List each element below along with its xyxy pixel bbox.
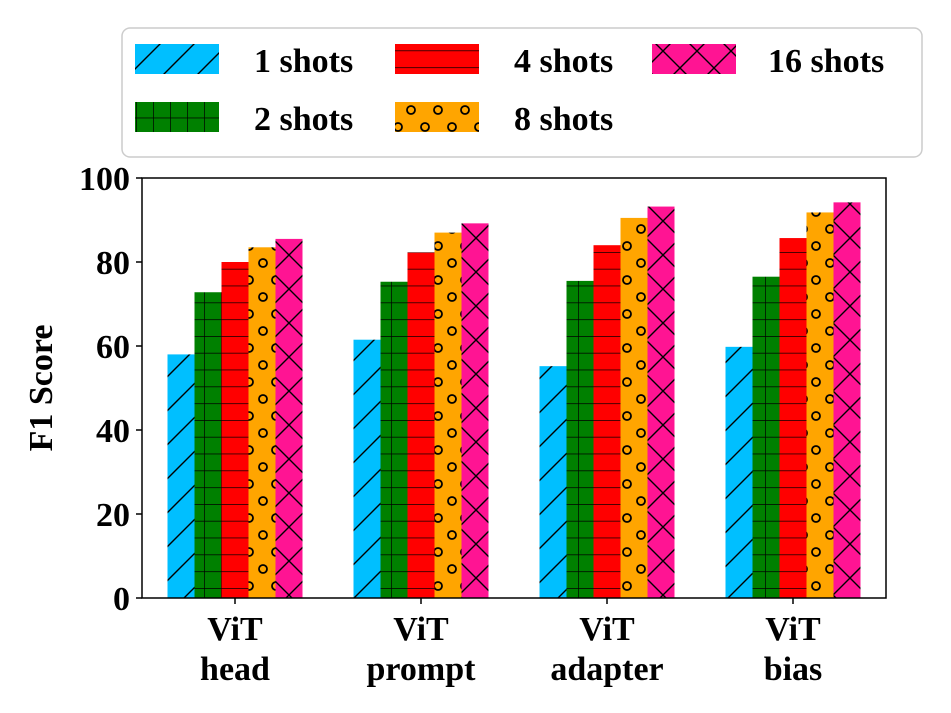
plot-frame <box>141 177 887 599</box>
y-tick-label: 0 <box>113 581 130 618</box>
bar-vit-head-1-shots <box>167 354 195 598</box>
y-axis-title: F1 Score <box>23 325 60 452</box>
legend-item-4-shots: 4 shots <box>395 43 613 80</box>
x-tick-label: ViT <box>579 611 635 648</box>
x-tick-label: prompt <box>367 651 477 688</box>
legend-item-8-shots: 8 shots <box>395 101 613 138</box>
bar-vit-prompt-4-shots <box>407 252 435 598</box>
bar-vit-head-8-shots <box>248 247 276 599</box>
x-tick-label: head <box>200 651 270 688</box>
y-tick-label: 40 <box>96 413 130 450</box>
legend: 1 shots 2 shots 4 shots 8 shots 16 shots <box>121 27 923 158</box>
bar-vit-adapter-1-shots <box>539 366 567 598</box>
bar-vit-adapter-2-shots <box>566 280 594 598</box>
bar-vit-prompt-1-shots <box>353 339 381 598</box>
y-tick-label: 80 <box>96 245 130 282</box>
x-tick-label: ViT <box>207 611 263 648</box>
bar-vit-adapter-4-shots <box>593 245 621 598</box>
bar-vit-head-4-shots <box>221 262 249 598</box>
bar-vit-bias-2-shots <box>752 276 780 598</box>
x-tick-label: bias <box>764 651 823 688</box>
bar-vit-head-16-shots <box>275 238 303 598</box>
legend-label: 2 shots <box>254 101 353 138</box>
bar-vit-prompt-8-shots <box>434 232 462 598</box>
legend-item-1-shots: 1 shots <box>135 43 353 80</box>
legend-label: 16 shots <box>768 43 884 80</box>
bar-vit-adapter-16-shots <box>647 206 675 598</box>
bar-vit-bias-1-shots <box>725 346 753 598</box>
y-tick-label: 20 <box>96 497 130 534</box>
legend-label: 8 shots <box>514 101 613 138</box>
y-tick-label: 100 <box>79 161 130 198</box>
x-tick-label: ViT <box>765 611 821 648</box>
bar-vit-prompt-2-shots <box>380 281 408 598</box>
x-tick-label: adapter <box>550 651 663 688</box>
bar-vit-bias-16-shots <box>833 202 861 599</box>
legend-label: 4 shots <box>514 43 613 80</box>
x-tick-label: ViT <box>393 611 449 648</box>
legend-label: 1 shots <box>254 43 353 80</box>
legend-swatch <box>395 102 479 132</box>
bar-vit-bias-8-shots <box>806 212 834 598</box>
legend-swatch <box>652 44 736 74</box>
legend-swatch <box>135 102 219 132</box>
legend-swatch <box>395 44 479 74</box>
legend-swatch <box>135 44 219 74</box>
y-tick-label: 60 <box>96 329 130 366</box>
bar-vit-head-2-shots <box>194 292 222 598</box>
legend-item-2-shots: 2 shots <box>135 101 353 138</box>
bar-vit-bias-4-shots <box>779 238 807 598</box>
legend-item-16-shots: 16 shots <box>652 43 884 80</box>
bar-vit-prompt-16-shots <box>461 223 489 599</box>
bar-vit-adapter-8-shots <box>620 217 648 598</box>
